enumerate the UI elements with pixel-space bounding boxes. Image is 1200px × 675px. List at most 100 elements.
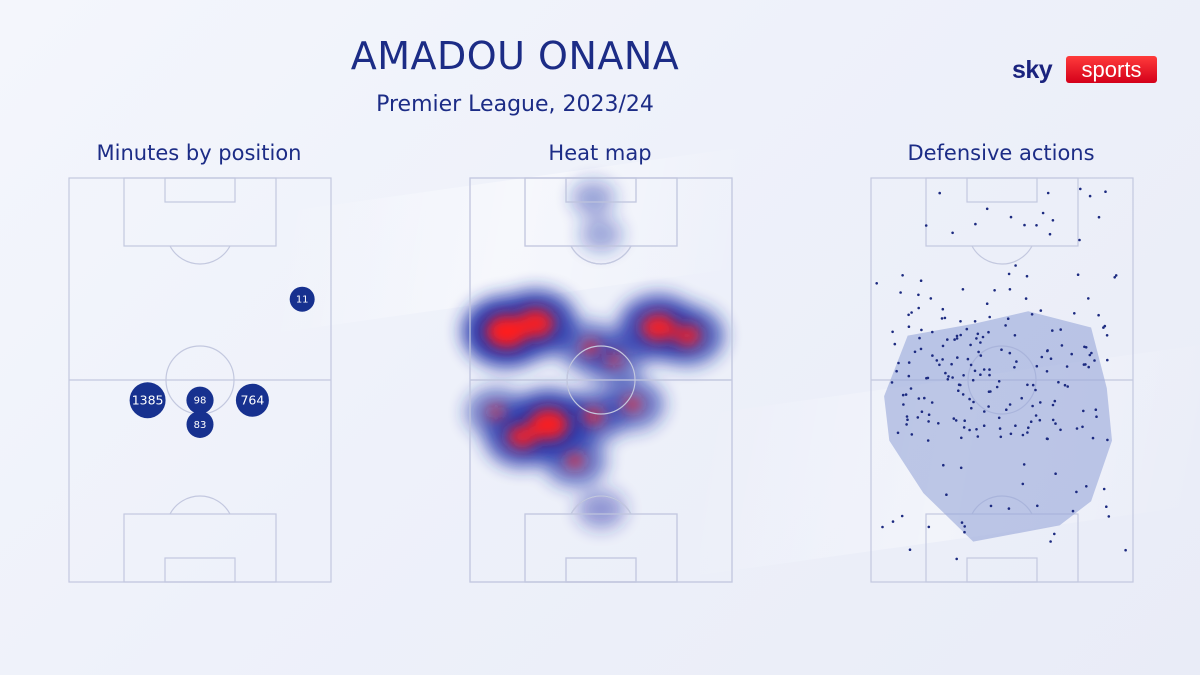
defensive-action-dot [1007,272,1011,276]
defensive-action-dot [951,376,954,379]
defensive-action-dot [975,337,978,340]
defensive-action-dot [1079,187,1082,191]
position-dot [289,286,315,312]
position-minutes-label: 764 [240,393,264,408]
defensive-action-dot [927,420,930,423]
defensive-action-dot [916,416,920,419]
top-six-yard-box [966,177,1038,203]
defensive-action-dot [930,401,934,404]
defensive-action-dot [1094,408,1098,411]
defensive-action-dot [1085,485,1088,488]
defensive-action-dot [960,436,963,440]
defensive-action-dot [961,288,965,291]
defensive-action-dot [1020,396,1023,400]
defensive-action-dot [919,347,923,351]
defensive-action-dot [1113,276,1116,279]
defensive-action-dot [982,368,986,371]
defensive-action-dot [1059,328,1062,331]
page-subtitle: Premier League, 2023/24 [376,92,654,117]
defensive-action-dot [929,297,933,300]
defensive-action-dot [1007,507,1011,510]
defensive-action-dot [1076,273,1080,276]
defensive-action-dot [1006,317,1010,320]
defensive-action-dot [979,341,982,344]
defensive-action-dot [989,504,993,508]
position-dot [129,382,166,419]
defensive-action-dot [1087,365,1090,369]
position-minutes-label: 11 [296,295,309,306]
defensive-action-dot [943,316,947,320]
defensive-action-dot [1005,408,1008,411]
defensive-action-dot [946,338,949,341]
defensive-action-dot [987,390,991,393]
defensive-action-dot [955,557,958,561]
defensive-action-dot [1039,309,1043,312]
defensive-action-dot [917,306,920,310]
defensive-action-dot [956,356,959,359]
defensive-action-dot [927,413,931,416]
defensive-action-dot [945,493,948,497]
top-six-yard-box [164,177,236,203]
defensive-action-dot [893,342,897,346]
defensive-action-dot [941,344,945,348]
defensive-action-dot [1105,505,1108,509]
top-six-yard-box [565,177,637,203]
defensive-action-dot [1075,427,1079,430]
defensive-action-dot [1046,191,1050,195]
defensive-action-dot [941,358,944,361]
defensive-action-dot [901,274,904,277]
defensive-action-dot [1107,515,1111,518]
defensive-action-dot [1031,404,1034,408]
defensive-action-dot [1065,365,1069,368]
defensive-action-dot [1023,223,1026,227]
defensive-action-dot [891,330,894,334]
defensive-action-dot [899,291,902,294]
defensive-action-dot [944,371,947,375]
defensive-action-dot [1031,383,1035,387]
defensive-action-dot [960,521,964,524]
heat-core [606,353,623,367]
defensive-action-dot [981,335,985,339]
defensive-action-dot [1013,366,1016,369]
defensive-action-dot [1102,326,1105,329]
position-dot [235,383,269,417]
defensive-action-dot [941,307,945,311]
bottom-penalty-arc [570,495,632,515]
defensive-action-dot [1070,352,1073,356]
action-dots [875,187,1127,561]
defensive-action-dot [972,400,975,404]
top-penalty-arc [971,245,1033,265]
panel-title-minutes: Minutes by position [96,141,302,165]
defensive-action-dot [904,393,908,396]
defensive-action-dot [988,315,991,319]
defensive-action-dot [1008,351,1012,355]
defensive-action-dot [1013,334,1017,337]
defensive-action-dot [1082,363,1086,366]
defensive-action-dot [1053,532,1056,536]
defensive-action-dot [988,368,991,371]
defensive-action-dot [970,406,973,410]
defensive-action-dot [919,279,923,282]
heatmap-pitch [462,177,733,583]
defensive-action-dot [1051,403,1055,407]
defensive-action-dot [952,417,956,420]
defensive-action-dot [1049,357,1053,360]
defensive-action-dot [1093,359,1096,362]
defensive-action-dot [974,222,977,226]
defensive-action-dot [938,363,941,367]
defensive-action-dot [998,427,1002,430]
defensive-action-dot [957,389,960,392]
defensive-action-dot [1021,482,1025,486]
defensive-action-dot [1075,490,1078,494]
defensive-action-dot [959,333,962,337]
logo-sports-text: sports [1066,56,1157,83]
defensive-action-dot [1045,370,1049,373]
defensive-action-dot [973,320,977,323]
defensive-action-dot [891,520,895,523]
page-title: AMADOU ONANA [350,34,680,78]
defensive-action-dot [896,431,900,435]
defensive-action-dot [968,397,971,401]
defensive-action-dot [1105,334,1109,337]
heat-core [517,309,554,338]
position-marker: 11 [289,286,315,312]
